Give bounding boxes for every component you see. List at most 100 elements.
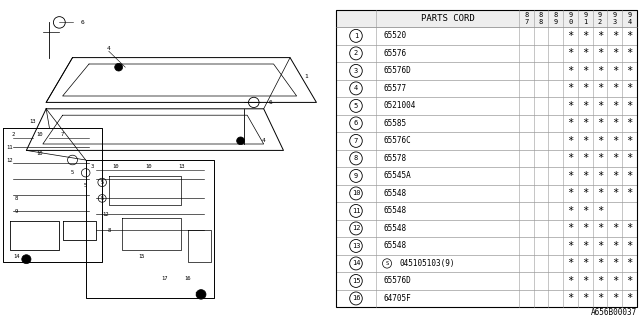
Text: 12: 12 xyxy=(102,212,109,217)
Bar xyxy=(336,44,637,62)
Text: 045105103(9): 045105103(9) xyxy=(399,259,455,268)
Text: *: * xyxy=(568,136,573,146)
Text: *: * xyxy=(582,153,588,164)
Bar xyxy=(336,132,637,150)
Text: 12: 12 xyxy=(6,157,13,163)
Text: 65577: 65577 xyxy=(384,84,407,93)
Text: *: * xyxy=(612,66,618,76)
Text: 10: 10 xyxy=(352,190,360,196)
Text: *: * xyxy=(582,293,588,303)
Text: *: * xyxy=(627,48,633,58)
Text: *: * xyxy=(597,66,603,76)
Text: 17: 17 xyxy=(161,276,168,281)
Text: *: * xyxy=(582,48,588,58)
Text: *: * xyxy=(627,259,633,268)
Bar xyxy=(336,220,637,237)
Text: *: * xyxy=(582,276,588,286)
Text: *: * xyxy=(627,293,633,303)
Text: 11: 11 xyxy=(6,145,13,150)
Text: *: * xyxy=(597,136,603,146)
Bar xyxy=(336,185,637,202)
Text: *: * xyxy=(597,84,603,93)
Text: *: * xyxy=(612,101,618,111)
Text: *: * xyxy=(627,31,633,41)
Text: 4: 4 xyxy=(107,45,111,51)
Text: 5: 5 xyxy=(71,170,74,175)
Text: 5: 5 xyxy=(100,196,104,201)
Text: *: * xyxy=(597,188,603,198)
Text: 3: 3 xyxy=(354,68,358,74)
Text: *: * xyxy=(597,118,603,128)
Text: *: * xyxy=(597,206,603,216)
Text: 14: 14 xyxy=(352,260,360,267)
Text: *: * xyxy=(627,84,633,93)
Text: 6: 6 xyxy=(354,120,358,126)
Text: *: * xyxy=(612,48,618,58)
Bar xyxy=(336,272,637,290)
Text: 9
3: 9 3 xyxy=(612,12,617,25)
Bar xyxy=(336,150,637,167)
Text: 7: 7 xyxy=(61,132,64,137)
Text: *: * xyxy=(582,188,588,198)
Text: *: * xyxy=(597,276,603,286)
Bar xyxy=(336,27,637,44)
Text: *: * xyxy=(597,223,603,233)
Text: *: * xyxy=(582,31,588,41)
Text: *: * xyxy=(568,48,573,58)
Text: 65548: 65548 xyxy=(384,189,407,198)
Text: *: * xyxy=(627,188,633,198)
Text: 9
0: 9 0 xyxy=(568,12,573,25)
Bar xyxy=(336,80,637,97)
Text: 65578: 65578 xyxy=(384,154,407,163)
Text: 65576: 65576 xyxy=(384,49,407,58)
Text: *: * xyxy=(627,136,633,146)
Text: 5: 5 xyxy=(84,183,87,188)
Text: 9: 9 xyxy=(354,173,358,179)
Text: 5: 5 xyxy=(100,180,104,185)
Text: *: * xyxy=(568,259,573,268)
Text: 6: 6 xyxy=(268,100,272,105)
Text: 16: 16 xyxy=(352,295,360,301)
Bar xyxy=(336,237,637,255)
Text: 8: 8 xyxy=(15,196,18,201)
Text: 15: 15 xyxy=(352,278,360,284)
Text: *: * xyxy=(612,241,618,251)
Text: 0521004: 0521004 xyxy=(384,101,416,110)
Circle shape xyxy=(115,63,123,71)
Bar xyxy=(336,115,637,132)
Text: 15: 15 xyxy=(138,253,145,259)
Text: *: * xyxy=(568,206,573,216)
Text: *: * xyxy=(612,171,618,181)
Text: *: * xyxy=(612,153,618,164)
Text: 8: 8 xyxy=(354,156,358,161)
Text: 8
8: 8 8 xyxy=(539,12,543,25)
Text: *: * xyxy=(597,101,603,111)
Text: *: * xyxy=(612,31,618,41)
Text: *: * xyxy=(582,206,588,216)
Text: *: * xyxy=(597,153,603,164)
Text: 6: 6 xyxy=(81,20,84,25)
Text: *: * xyxy=(627,241,633,251)
Text: *: * xyxy=(597,31,603,41)
Text: 11: 11 xyxy=(352,208,360,214)
Circle shape xyxy=(196,290,206,299)
Text: PARTS CORD: PARTS CORD xyxy=(420,14,474,23)
Text: 10: 10 xyxy=(145,164,152,169)
Text: *: * xyxy=(568,241,573,251)
Text: 2: 2 xyxy=(12,132,15,137)
Text: *: * xyxy=(597,241,603,251)
Text: 8: 8 xyxy=(107,228,110,233)
Bar xyxy=(336,10,637,27)
Text: 65520: 65520 xyxy=(384,31,407,40)
Text: *: * xyxy=(568,153,573,164)
Text: *: * xyxy=(597,171,603,181)
Text: *: * xyxy=(568,66,573,76)
Text: 8
7: 8 7 xyxy=(524,12,529,25)
Text: 4: 4 xyxy=(262,138,266,143)
Text: *: * xyxy=(568,31,573,41)
Text: 10: 10 xyxy=(36,151,43,156)
Text: 65545A: 65545A xyxy=(384,172,412,180)
Text: 9
1: 9 1 xyxy=(583,12,588,25)
Text: *: * xyxy=(612,118,618,128)
Text: *: * xyxy=(612,188,618,198)
